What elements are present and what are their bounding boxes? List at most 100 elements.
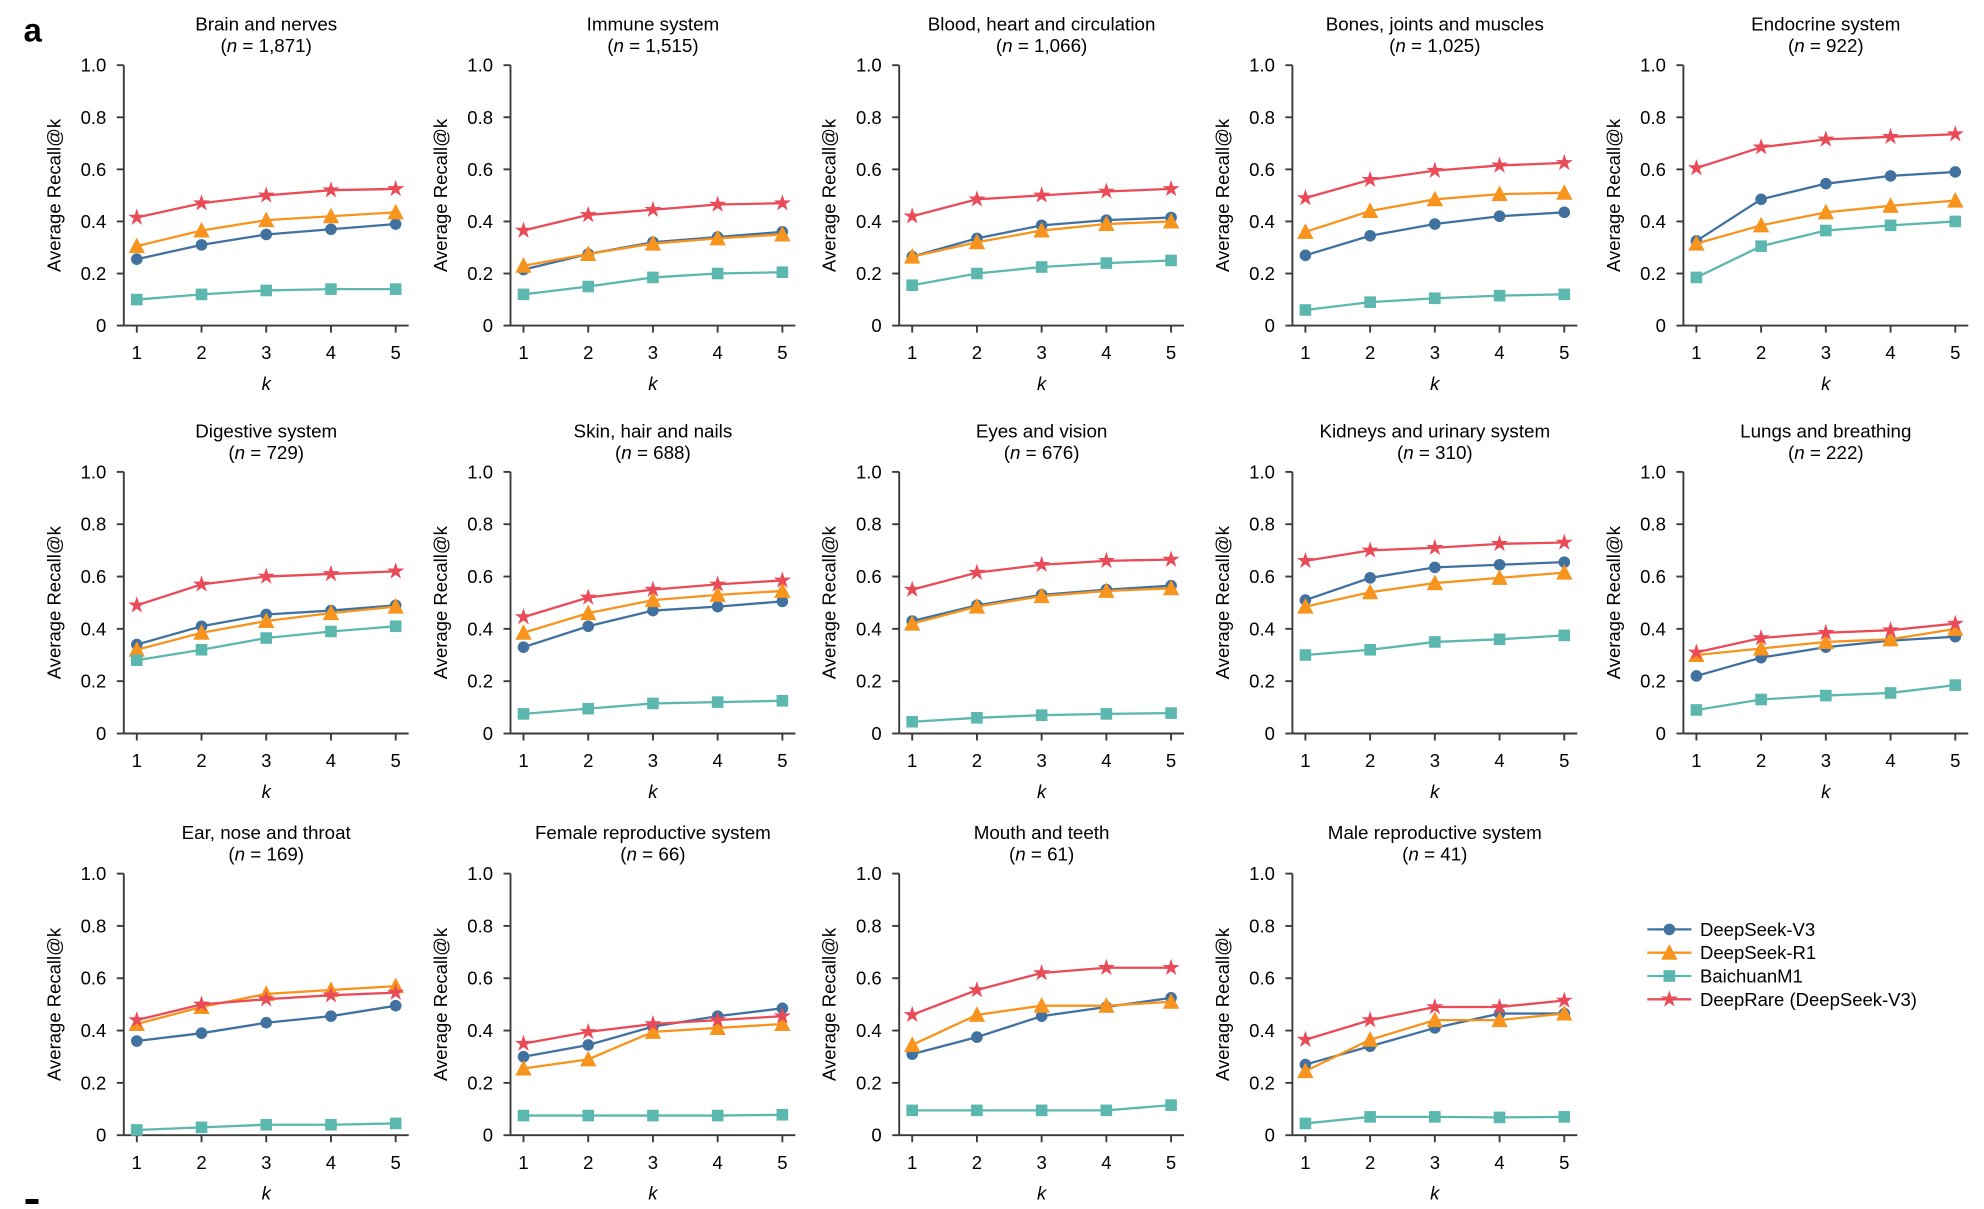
svg-text:0.6: 0.6 <box>1249 159 1275 180</box>
svg-text:0.4: 0.4 <box>1640 211 1666 232</box>
svg-text:5: 5 <box>777 342 787 363</box>
svg-text:3: 3 <box>648 342 658 363</box>
svg-text:Endocrine system: Endocrine system <box>1751 14 1900 35</box>
svg-text:5: 5 <box>777 750 787 771</box>
svg-text:3: 3 <box>1036 750 1046 771</box>
svg-text:3: 3 <box>1821 750 1831 771</box>
svg-text:0.2: 0.2 <box>1249 1072 1275 1093</box>
svg-text:5: 5 <box>1166 1152 1176 1173</box>
svg-text:3: 3 <box>261 342 271 363</box>
svg-text:2: 2 <box>1365 1152 1375 1173</box>
svg-text:0: 0 <box>483 315 493 336</box>
svg-text:1: 1 <box>907 750 917 771</box>
svg-text:5: 5 <box>391 750 401 771</box>
svg-text:Brain and nerves: Brain and nerves <box>195 14 337 35</box>
svg-text:1: 1 <box>518 1152 528 1173</box>
svg-text:1.0: 1.0 <box>1249 55 1275 76</box>
svg-text:0.4: 0.4 <box>1640 618 1666 639</box>
svg-text:0.2: 0.2 <box>81 263 107 284</box>
svg-text:1: 1 <box>907 1152 917 1173</box>
svg-text:4: 4 <box>1101 750 1111 771</box>
svg-text:k: k <box>1821 781 1832 802</box>
svg-text:3: 3 <box>261 1152 271 1173</box>
svg-text:(n = 922): (n = 922) <box>1788 35 1864 56</box>
svg-text:0.8: 0.8 <box>467 514 493 535</box>
svg-text:Male reproductive system: Male reproductive system <box>1328 822 1542 843</box>
svg-text:2: 2 <box>196 342 206 363</box>
svg-text:5: 5 <box>1559 750 1569 771</box>
svg-text:Average Recall@k: Average Recall@k <box>430 927 451 1081</box>
svg-text:(n = 1,871): (n = 1,871) <box>221 35 312 56</box>
svg-text:Average Recall@k: Average Recall@k <box>430 118 451 272</box>
svg-text:0: 0 <box>96 723 106 744</box>
svg-text:2: 2 <box>583 750 593 771</box>
svg-text:0.4: 0.4 <box>1249 1020 1275 1041</box>
svg-text:0.8: 0.8 <box>1249 915 1275 936</box>
svg-text:0.2: 0.2 <box>856 263 882 284</box>
svg-text:1: 1 <box>1300 750 1310 771</box>
svg-text:0: 0 <box>483 1125 493 1146</box>
svg-text:5: 5 <box>1166 750 1176 771</box>
svg-text:Skin, hair and nails: Skin, hair and nails <box>574 420 733 441</box>
svg-text:1: 1 <box>132 750 142 771</box>
svg-text:0.2: 0.2 <box>1249 671 1275 692</box>
svg-text:0.6: 0.6 <box>1640 159 1666 180</box>
svg-text:Average Recall@k: Average Recall@k <box>430 525 451 679</box>
svg-text:Mouth and teeth: Mouth and teeth <box>974 822 1110 843</box>
svg-text:4: 4 <box>713 1152 723 1173</box>
svg-text:5: 5 <box>391 342 401 363</box>
svg-text:1.0: 1.0 <box>856 55 882 76</box>
svg-text:(n = 1,515): (n = 1,515) <box>607 35 698 56</box>
svg-text:k: k <box>1430 1183 1441 1204</box>
svg-text:0.4: 0.4 <box>856 1020 882 1041</box>
svg-text:1.0: 1.0 <box>81 461 107 482</box>
svg-text:k: k <box>648 781 659 802</box>
svg-text:2: 2 <box>972 750 982 771</box>
svg-text:4: 4 <box>1885 342 1895 363</box>
svg-text:k: k <box>262 781 273 802</box>
svg-text:0.4: 0.4 <box>467 618 493 639</box>
svg-text:1.0: 1.0 <box>81 55 107 76</box>
svg-text:0: 0 <box>1265 1125 1275 1146</box>
svg-text:0.6: 0.6 <box>1249 566 1275 587</box>
svg-text:0.2: 0.2 <box>81 671 107 692</box>
svg-text:0: 0 <box>871 315 881 336</box>
svg-text:k: k <box>1037 781 1048 802</box>
svg-text:0.8: 0.8 <box>856 107 882 128</box>
svg-text:(n = 688): (n = 688) <box>615 442 691 463</box>
svg-text:1.0: 1.0 <box>467 863 493 884</box>
svg-text:1: 1 <box>518 750 528 771</box>
svg-text:(n = 61): (n = 61) <box>1009 844 1074 865</box>
svg-text:Bones, joints and muscles: Bones, joints and muscles <box>1326 14 1544 35</box>
svg-text:2: 2 <box>1365 750 1375 771</box>
svg-text:Digestive system: Digestive system <box>195 420 337 441</box>
svg-text:1.0: 1.0 <box>1640 461 1666 482</box>
svg-text:Average Recall@k: Average Recall@k <box>1212 118 1233 272</box>
svg-text:BaichuanM1: BaichuanM1 <box>1700 966 1803 987</box>
svg-text:0: 0 <box>483 723 493 744</box>
svg-text:0: 0 <box>1656 723 1666 744</box>
svg-text:3: 3 <box>1036 342 1046 363</box>
svg-text:Average Recall@k: Average Recall@k <box>1603 525 1624 679</box>
svg-text:0.2: 0.2 <box>856 671 882 692</box>
svg-text:3: 3 <box>1036 1152 1046 1173</box>
svg-text:3: 3 <box>1430 342 1440 363</box>
svg-text:0: 0 <box>1656 315 1666 336</box>
svg-text:Female reproductive system: Female reproductive system <box>535 822 771 843</box>
svg-text:0: 0 <box>1265 315 1275 336</box>
svg-text:0.8: 0.8 <box>81 915 107 936</box>
svg-text:4: 4 <box>1101 342 1111 363</box>
svg-text:(n = 310): (n = 310) <box>1397 442 1473 463</box>
svg-text:0.4: 0.4 <box>856 618 882 639</box>
svg-text:4: 4 <box>326 342 336 363</box>
svg-text:4: 4 <box>1101 1152 1111 1173</box>
svg-text:1.0: 1.0 <box>1249 461 1275 482</box>
svg-text:(n = 729): (n = 729) <box>228 442 304 463</box>
svg-text:k: k <box>1430 373 1441 394</box>
svg-text:0.4: 0.4 <box>467 1020 493 1041</box>
svg-text:3: 3 <box>1430 750 1440 771</box>
svg-text:2: 2 <box>1756 750 1766 771</box>
svg-text:Average Recall@k: Average Recall@k <box>819 927 840 1081</box>
svg-text:Blood, heart and circulation: Blood, heart and circulation <box>928 14 1156 35</box>
svg-text:(n = 66): (n = 66) <box>620 844 685 865</box>
